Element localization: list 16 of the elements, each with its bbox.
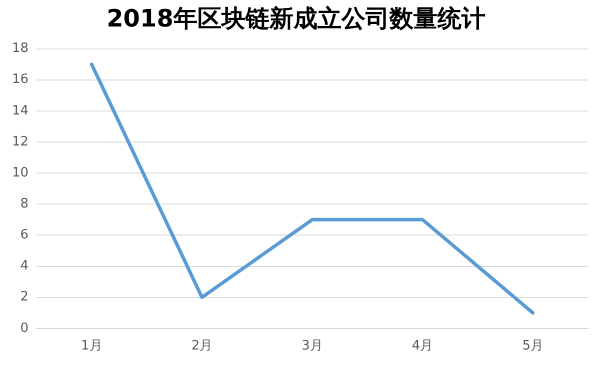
y-tick-label: 2 (20, 290, 29, 305)
y-tick-label: 6 (20, 228, 29, 243)
chart-title: 2018年区块链新成立公司数量统计 (106, 4, 486, 33)
y-tick-label: 14 (12, 103, 29, 118)
x-tick-label: 3月 (302, 338, 323, 354)
y-tick-label: 12 (12, 134, 29, 150)
y-tick-label: 0 (20, 320, 29, 336)
y-tick-label: 16 (12, 72, 29, 88)
y-tick-label: 8 (20, 196, 29, 212)
x-tick-label: 5月 (522, 338, 544, 354)
x-tick-label: 4月 (412, 338, 434, 354)
x-tick-label: 2月 (191, 338, 213, 354)
y-tick-label: 18 (12, 41, 29, 56)
y-tick-label: 4 (20, 258, 29, 274)
y-tick-label: 10 (12, 165, 29, 180)
x-tick-label: 1月 (81, 338, 102, 354)
